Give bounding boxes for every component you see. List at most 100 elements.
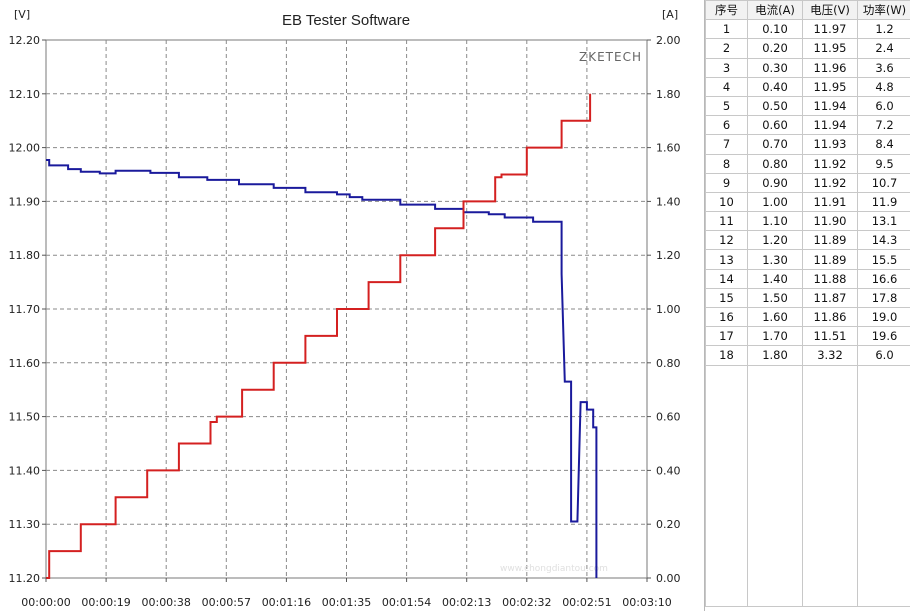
table-filler-cell (705, 365, 748, 607)
table-cell: 11.51 (802, 326, 858, 347)
right-tick-label: 0.80 (656, 357, 681, 370)
data-table-panel: 序号 电流(A) 电压(V) 功率(W) 1 0.10 11.97 1.2 2 0.20 11.9… (704, 0, 910, 611)
table-cell: 9 (705, 172, 748, 193)
left-tick-label: 11.50 (9, 411, 41, 424)
table-cell: 1.10 (747, 211, 803, 232)
table-cell: 1.80 (747, 345, 803, 366)
table-cell: 13 (705, 249, 748, 270)
x-tick-label: 00:02:32 (502, 596, 551, 609)
table-cell: 3.32 (802, 345, 858, 366)
left-tick-label: 11.70 (9, 303, 41, 316)
table-cell: 8.4 (857, 134, 910, 155)
table-row: 14 1.40 11.88 16.6 (705, 268, 910, 289)
table-row: 15 1.50 11.87 17.8 (705, 287, 910, 309)
table-filler-cell (747, 365, 803, 607)
table-cell: 1 (705, 19, 748, 40)
table-cell: 11.91 (802, 191, 858, 213)
table-cell: 11.93 (802, 134, 858, 155)
right-tick-label: 1.60 (656, 142, 681, 155)
table-filler-row (705, 365, 910, 607)
table-cell: 11 (705, 211, 748, 232)
table-cell: 1.20 (747, 230, 803, 251)
right-tick-label: 1.20 (656, 249, 681, 262)
table-cell: 8 (705, 153, 748, 174)
table-cell: 1.40 (747, 268, 803, 289)
left-tick-label: 11.60 (9, 357, 41, 370)
table-cell: 11.95 (802, 76, 858, 97)
left-tick-label: 11.20 (9, 572, 41, 585)
table-header-cell: 功率(W) (857, 0, 910, 21)
table-cell: 11.95 (802, 38, 858, 59)
table-row: 4 0.40 11.95 4.8 (705, 76, 910, 97)
table-cell: 18 (705, 345, 748, 366)
table-filler-cell (857, 365, 910, 607)
x-tick-label: 00:00:00 (21, 596, 70, 609)
table-cell: 10 (705, 191, 748, 213)
x-tick-label: 00:00:19 (81, 596, 130, 609)
right-tick-label: 1.40 (656, 195, 681, 208)
table-cell: 11.96 (802, 57, 858, 78)
left-tick-label: 12.10 (9, 88, 41, 101)
x-tick-label: 00:01:54 (382, 596, 431, 609)
table-row: 6 0.60 11.94 7.2 (705, 115, 910, 136)
table-row: 11 1.10 11.90 13.1 (705, 211, 910, 232)
left-axis-unit: [V] (14, 8, 30, 21)
x-tick-label: 00:01:16 (262, 596, 311, 609)
table-row: 3 0.30 11.96 3.6 (705, 57, 910, 78)
table-header-cell: 电流(A) (747, 0, 803, 21)
table-cell: 3 (705, 57, 748, 78)
table-cell: 0.70 (747, 134, 803, 155)
table-cell: 13.1 (857, 211, 910, 232)
right-tick-label: 2.00 (656, 34, 681, 47)
table-cell: 11.86 (802, 306, 858, 328)
table-body: 1 0.10 11.97 1.2 2 0.20 11.95 2.4 3 0.30 11.96 3.6 4… (705, 19, 910, 607)
table-row: 9 0.90 11.92 10.7 (705, 172, 910, 193)
table-cell: 17 (705, 326, 748, 347)
left-tick-label: 11.40 (9, 464, 41, 477)
table-cell: 11.88 (802, 268, 858, 289)
table-cell: 11.94 (802, 115, 858, 136)
x-tick-label: 00:01:35 (322, 596, 371, 609)
table-cell: 0.10 (747, 19, 803, 40)
right-axis-unit: [A] (662, 8, 678, 21)
watermark: www.chongdiantou.com (500, 564, 608, 574)
data-table: 序号 电流(A) 电压(V) 功率(W) 1 0.10 11.97 1.2 2 0.20 11.9… (705, 0, 910, 607)
table-cell: 0.90 (747, 172, 803, 193)
left-tick-label: 12.20 (9, 34, 41, 47)
table-cell: 9.5 (857, 153, 910, 174)
table-cell: 2.4 (857, 38, 910, 59)
series-group (46, 93, 598, 579)
table-row: 2 0.20 11.95 2.4 (705, 38, 910, 59)
table-cell: 6.0 (857, 95, 910, 117)
table-row: 8 0.80 11.92 9.5 (705, 153, 910, 174)
brand-label: ZKETECH (579, 50, 642, 64)
table-row: 16 1.60 11.86 19.0 (705, 306, 910, 328)
right-tick-label: 1.80 (656, 88, 681, 101)
left-tick-label: 11.80 (9, 249, 41, 262)
table-cell: 1.2 (857, 19, 910, 40)
table-cell: 11.94 (802, 95, 858, 117)
table-cell: 7.2 (857, 115, 910, 136)
table-cell: 0.50 (747, 95, 803, 117)
left-tick-label: 11.90 (9, 195, 41, 208)
left-tick-label: 11.30 (9, 518, 41, 531)
table-cell: 5 (705, 95, 748, 117)
current-series-line (46, 93, 592, 579)
watermark-site: www.chongdiantou.com (500, 564, 608, 574)
table-row: 7 0.70 11.93 8.4 (705, 134, 910, 155)
table-row: 18 1.80 3.32 6.0 (705, 345, 910, 366)
left-tick-label: 12.00 (9, 142, 41, 155)
table-cell: 1.30 (747, 249, 803, 270)
x-tick-label: 00:02:51 (562, 596, 611, 609)
table-cell: 19.0 (857, 306, 910, 328)
table-cell: 2 (705, 38, 748, 59)
table-row: 13 1.30 11.89 15.5 (705, 249, 910, 270)
table-cell: 0.20 (747, 38, 803, 59)
right-tick-label: 0.20 (656, 518, 681, 531)
right-tick-label: 0.60 (656, 411, 681, 424)
table-cell: 14.3 (857, 230, 910, 251)
x-tick-label: 00:00:57 (202, 596, 251, 609)
table-cell: 16 (705, 306, 748, 328)
table-row: 17 1.70 11.51 19.6 (705, 326, 910, 347)
table-cell: 19.6 (857, 326, 910, 347)
